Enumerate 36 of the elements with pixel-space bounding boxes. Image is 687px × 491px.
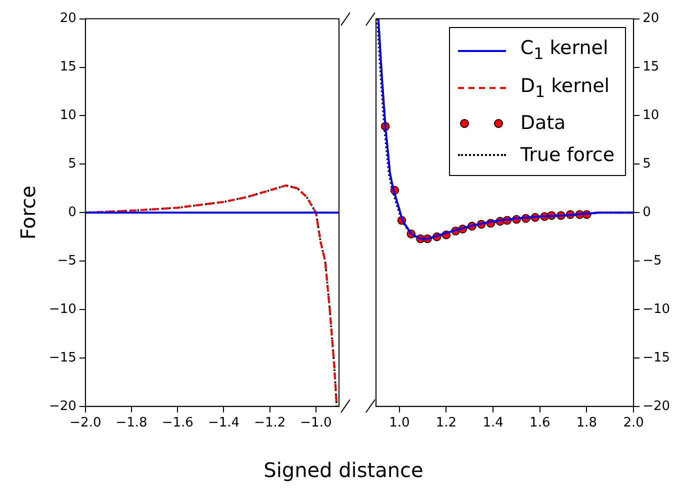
legend-label: Data <box>520 111 566 136</box>
x-tick-label: 2.0 <box>623 416 644 431</box>
x-tick-label: −1.0 <box>300 416 332 431</box>
y2-tick-label: 15 <box>642 60 660 75</box>
legend-label: True force <box>520 143 615 168</box>
x-tick-label: 1.2 <box>436 416 457 431</box>
y-axis-title: Force <box>16 186 40 240</box>
y-tick-label: −15 <box>48 350 76 366</box>
legend-label: D$_{1}$ kernel <box>520 74 610 102</box>
x-tick-label: −1.4 <box>208 416 240 431</box>
y2-tick-label: 5 <box>642 156 651 172</box>
x-axis-title: Signed distance <box>262 458 424 482</box>
x-tick-label: 1.0 <box>389 416 410 431</box>
y2-tick-label: −15 <box>642 350 670 366</box>
x-tick-label: −1.6 <box>162 416 194 431</box>
legend-label: C$_{1}$ kernel <box>520 36 608 65</box>
x-tick-label: 1.4 <box>482 416 504 431</box>
y-tick-label: 5 <box>68 156 76 172</box>
y-tick-label: 15 <box>60 60 76 75</box>
x-tick-label: −1.2 <box>254 416 286 431</box>
y2-tick-label: 0 <box>642 204 651 220</box>
y-tick-label: 10 <box>60 108 76 124</box>
y-tick-label: −20 <box>48 398 76 414</box>
y-tick-label: 0 <box>68 204 76 220</box>
y2-tick-label: −20 <box>642 398 670 414</box>
y-tick-label: −10 <box>48 302 76 317</box>
y2-tick-label: 20 <box>642 11 660 26</box>
x-tick-label: 1.6 <box>530 416 550 431</box>
x-tick-label: −1.8 <box>116 416 148 431</box>
y2-tick-label: 10 <box>642 108 660 124</box>
x-tick-label: 1.8 <box>576 416 598 431</box>
y-tick-label: 20 <box>60 11 76 26</box>
y2-tick-label: −10 <box>642 302 670 317</box>
x-tick-label: −2.0 <box>70 416 102 431</box>
y-tick-label: −5 <box>57 253 76 268</box>
y2-tick-label: −5 <box>642 253 662 268</box>
